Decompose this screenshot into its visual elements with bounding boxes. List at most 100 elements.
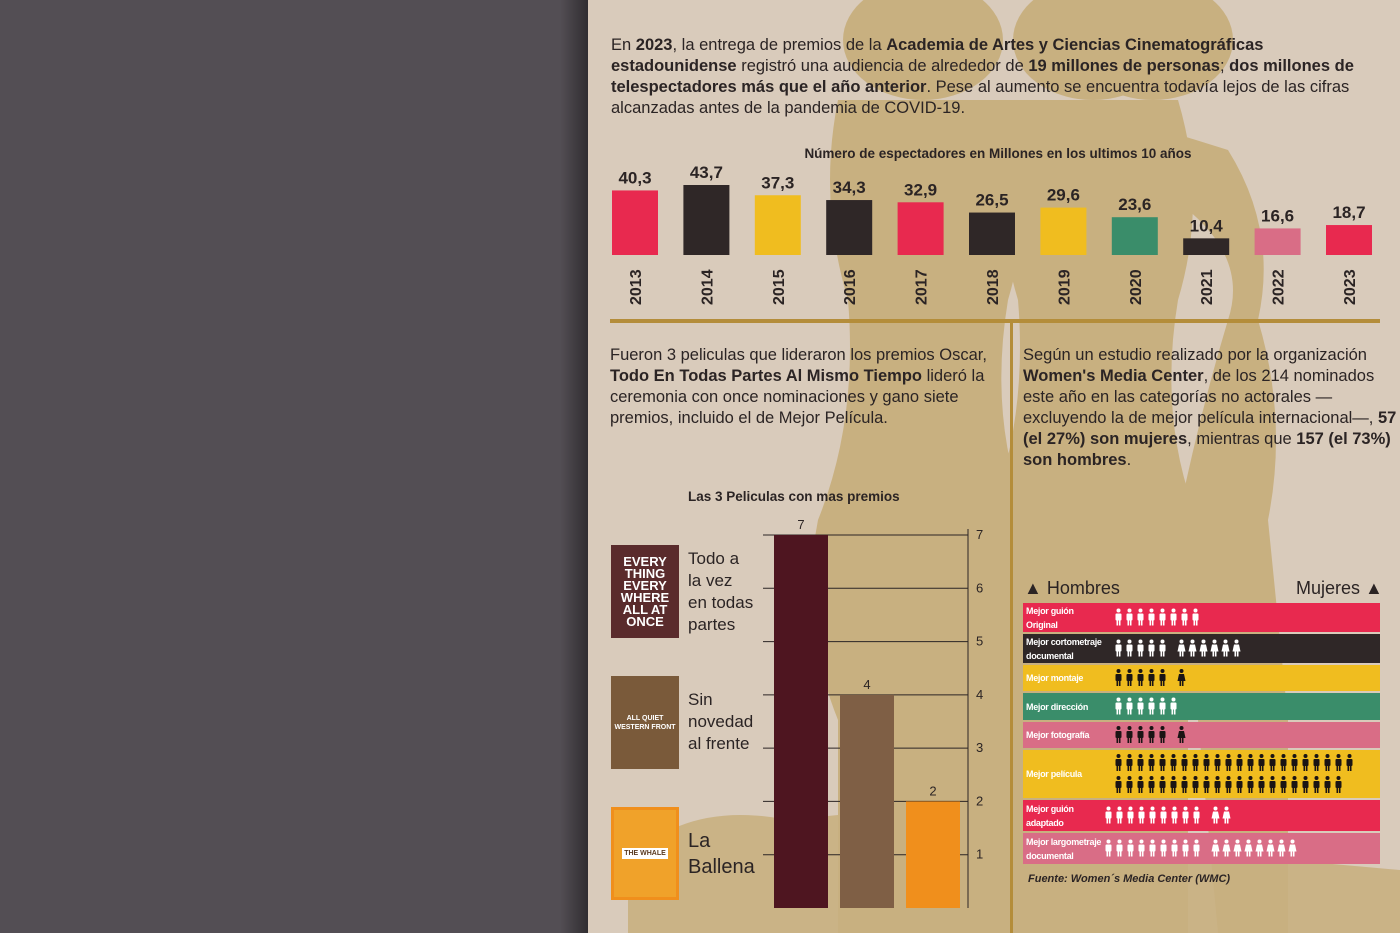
man-icon (1137, 776, 1144, 793)
year-tick-label: 2015 (771, 269, 788, 305)
man-icon (1138, 806, 1145, 824)
man-icon (1193, 839, 1200, 857)
man-icon (1149, 806, 1156, 824)
category-label: Mejor largometraje documental (1026, 835, 1101, 863)
man-icon (1149, 839, 1156, 857)
woman-icon (1244, 839, 1253, 857)
year-tick-label: 2021 (1199, 269, 1216, 305)
man-icon (1148, 776, 1155, 793)
man-icon (1159, 639, 1166, 657)
man-icon (1181, 754, 1188, 771)
man-icon (1115, 608, 1122, 626)
man-icon (1258, 776, 1265, 793)
man-icon (1324, 776, 1331, 793)
woman-icon (1177, 639, 1186, 657)
category-label-line: documental (1026, 650, 1074, 661)
man-icon (1115, 776, 1122, 793)
year-tick-label: 2014 (699, 269, 716, 305)
man-icon (1225, 754, 1232, 771)
y-tick-label: 5 (976, 634, 983, 649)
gender-row: Mejor montaje (1023, 665, 1380, 691)
horizontal-divider (610, 319, 1380, 323)
man-icon (1170, 776, 1177, 793)
man-icon (1116, 806, 1123, 824)
poster-text: THING (624, 565, 666, 581)
category-label-line: Mejor guión (1026, 803, 1074, 814)
category-label-line: Original (1026, 619, 1058, 630)
poster-text: ALL QUIET (626, 714, 664, 722)
poster-text: WHERE (620, 589, 670, 605)
man-icon (1148, 697, 1155, 715)
infographic-page: En 2023, la entrega de premios de la Aca… (588, 0, 1400, 933)
man-icon (1115, 726, 1122, 743)
woman-icon (1221, 639, 1230, 657)
man-icon (1105, 806, 1112, 824)
woman-icon (1211, 806, 1220, 824)
man-icon (1159, 697, 1166, 715)
man-icon (1335, 754, 1342, 771)
gender-row: Mejor película (1023, 750, 1380, 798)
woman-icon (1222, 839, 1231, 857)
viewers-value-label: 37,3 (761, 173, 794, 192)
category-label: Mejor cortometraje documental (1026, 635, 1102, 663)
film-label-line: Todo a (688, 549, 740, 568)
man-icon (1105, 839, 1112, 857)
woman-icon (1211, 839, 1220, 857)
man-icon (1115, 669, 1122, 686)
man-icon (1126, 776, 1133, 793)
viewers-bar (897, 202, 944, 255)
category-label: Mejor montaje (1026, 671, 1083, 685)
man-icon (1170, 754, 1177, 771)
man-icon (1225, 776, 1232, 793)
category-label: Mejor fotografía (1026, 728, 1090, 742)
year-tick-label: 2020 (1128, 269, 1145, 305)
man-icon (1203, 776, 1210, 793)
man-icon (1137, 726, 1144, 743)
year-tick-label: 2019 (1056, 269, 1073, 305)
poster-text: ONCE (626, 613, 664, 629)
film-poster: ALL QUIET WESTERN FRONT (611, 676, 679, 769)
man-icon (1170, 697, 1177, 715)
man-icon (1159, 669, 1166, 686)
man-icon (1269, 754, 1276, 771)
man-icon (1247, 776, 1254, 793)
awards-bar (840, 694, 894, 908)
category-label-line: Mejor largometraje (1026, 836, 1102, 847)
left-background-panel (0, 0, 588, 933)
man-icon (1170, 608, 1177, 626)
man-icon (1214, 754, 1221, 771)
man-icon (1313, 776, 1320, 793)
man-icon (1171, 839, 1178, 857)
gender-row: Mejor guión adaptado (1023, 800, 1380, 831)
man-icon (1137, 697, 1144, 715)
woman-icon (1177, 669, 1186, 686)
film-label: Sin novedad al frente (688, 689, 753, 755)
man-icon (1313, 754, 1320, 771)
gender-row: Mejor fotografía (1023, 722, 1380, 748)
woman-icon (1232, 639, 1241, 657)
category-label: Mejor guión adaptado (1026, 802, 1074, 830)
y-tick-label: 4 (976, 687, 983, 702)
man-icon (1159, 608, 1166, 626)
man-icon (1137, 669, 1144, 686)
awards-bar (906, 801, 960, 908)
gender-row: Mejor cortometraje documental (1023, 634, 1380, 663)
year-tick-label: 2023 (1342, 269, 1359, 305)
man-icon (1126, 754, 1133, 771)
awards-value-label: 7 (797, 517, 804, 532)
vertical-divider (1010, 320, 1013, 933)
legend-women: Mujeres ▲ (1296, 578, 1383, 598)
y-tick-label: 2 (976, 793, 983, 808)
man-icon (1148, 639, 1155, 657)
viewers-bar (1326, 225, 1372, 255)
man-icon (1160, 839, 1167, 857)
viewers-bar (612, 190, 658, 255)
gender-row: Mejor largometraje documental (1023, 833, 1380, 864)
awards-value-label: 2 (929, 783, 936, 798)
viewers-value-label: 23,6 (1118, 195, 1151, 214)
poster-text: EVERY (623, 553, 667, 569)
viewers-value-label: 34,3 (833, 178, 866, 197)
man-icon (1115, 754, 1122, 771)
man-icon (1126, 669, 1133, 686)
category-label-line: adaptado (1026, 817, 1064, 828)
